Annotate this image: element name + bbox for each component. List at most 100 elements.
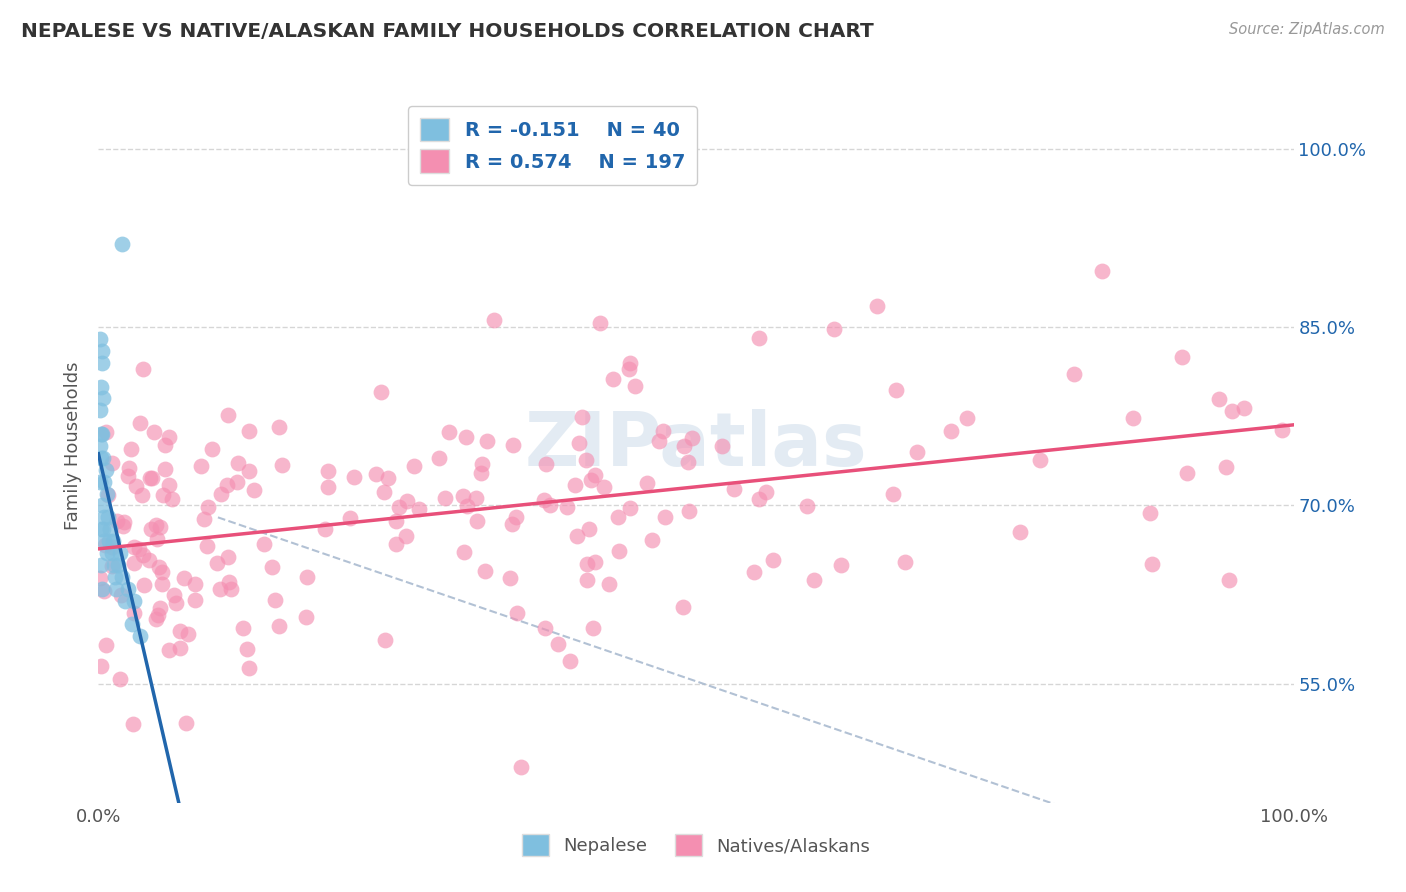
Point (217, 549, 239, 564)
Point (624, 378, 647, 392)
Point (96, 486, 118, 500)
Point (138, 471, 160, 485)
Point (1008, 524, 1031, 539)
Point (711, 439, 734, 453)
Point (148, 559, 170, 574)
Point (89, 403, 111, 417)
Point (236, 642, 259, 657)
Point (128, 541, 150, 556)
Legend: Nepalese, Natives/Alaskans: Nepalese, Natives/Alaskans (513, 825, 879, 865)
Point (652, 424, 675, 438)
Point (122, 540, 145, 554)
Point (723, 482, 745, 496)
Point (112, 516, 135, 530)
Point (132, 361, 155, 376)
Point (1122, 410, 1144, 425)
Point (636, 475, 658, 490)
Point (427, 450, 450, 465)
Point (197, 500, 219, 514)
Point (823, 322, 845, 336)
Point (384, 537, 406, 551)
Point (112, 518, 135, 533)
Point (169, 640, 191, 655)
Point (101, 456, 124, 470)
Point (866, 299, 889, 313)
Point (648, 434, 671, 449)
Point (678, 504, 700, 518)
Point (183, 593, 205, 607)
Point (90, 427, 112, 442)
Point (153, 438, 176, 452)
Y-axis label: Family Households: Family Households (65, 362, 83, 530)
Point (111, 570, 134, 584)
Point (117, 582, 139, 596)
Point (218, 575, 240, 590)
Point (262, 559, 284, 574)
Point (536, 457, 558, 471)
Point (97, 510, 120, 524)
Point (129, 417, 152, 431)
Point (91, 582, 114, 596)
Point (201, 442, 224, 456)
Point (453, 544, 475, 558)
Point (502, 438, 524, 452)
Point (91, 450, 114, 465)
Point (1140, 557, 1163, 571)
Point (267, 419, 290, 434)
Point (98, 534, 121, 549)
Point (162, 491, 184, 506)
Point (499, 571, 522, 585)
Point (153, 462, 176, 476)
Point (146, 532, 169, 546)
Point (294, 610, 316, 624)
Point (146, 607, 169, 622)
Point (339, 511, 361, 525)
Point (748, 331, 770, 345)
Point (177, 627, 200, 641)
Point (96, 546, 118, 560)
Point (374, 632, 396, 647)
Point (640, 533, 662, 547)
Point (581, 621, 603, 635)
Point (267, 619, 290, 633)
Point (110, 588, 132, 602)
Point (578, 522, 600, 536)
Point (118, 461, 141, 475)
Point (565, 529, 588, 543)
Point (439, 425, 461, 439)
Point (150, 565, 173, 579)
Point (120, 442, 142, 457)
Point (98, 522, 122, 536)
Point (592, 480, 614, 494)
Point (456, 499, 478, 513)
Point (571, 410, 593, 425)
Point (243, 483, 266, 497)
Point (97, 488, 120, 502)
Point (94, 425, 117, 440)
Point (388, 500, 411, 514)
Point (676, 455, 699, 469)
Point (148, 601, 170, 615)
Point (205, 556, 228, 570)
Point (90, 450, 112, 465)
Point (107, 558, 129, 572)
Point (90, 522, 112, 536)
Point (93, 510, 115, 524)
Point (884, 383, 907, 397)
Point (673, 439, 696, 453)
Point (145, 517, 167, 532)
Point (471, 457, 494, 471)
Point (742, 565, 765, 579)
Point (314, 522, 336, 536)
Point (193, 512, 215, 526)
Point (90, 658, 112, 673)
Point (105, 582, 128, 596)
Point (568, 436, 591, 450)
Point (89, 475, 111, 489)
Point (103, 558, 125, 572)
Point (163, 588, 186, 602)
Point (510, 760, 533, 774)
Point (602, 372, 624, 386)
Point (1029, 453, 1052, 467)
Point (150, 576, 173, 591)
